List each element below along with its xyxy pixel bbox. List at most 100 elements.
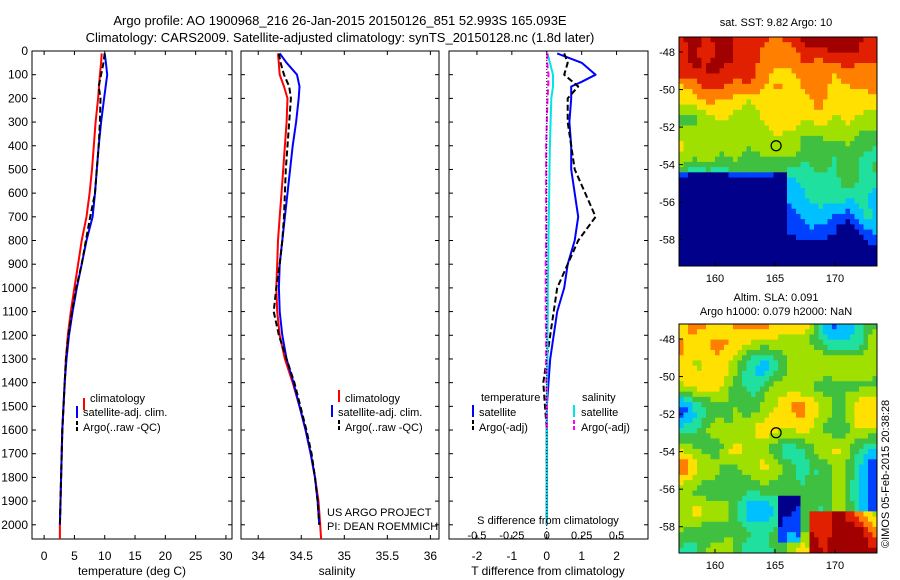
map-cell bbox=[728, 146, 734, 153]
map-cell bbox=[679, 141, 685, 147]
map-cell bbox=[782, 459, 788, 466]
map-cell bbox=[800, 182, 806, 189]
map-cell bbox=[764, 146, 770, 153]
map-cell bbox=[701, 37, 707, 43]
map-cell bbox=[719, 198, 725, 205]
map-cell bbox=[692, 355, 698, 362]
map-cell bbox=[832, 381, 838, 388]
map-cell bbox=[782, 448, 788, 455]
map-cell bbox=[733, 203, 739, 210]
map-cell bbox=[850, 250, 856, 257]
map-cell bbox=[787, 203, 793, 210]
map-cell bbox=[710, 161, 716, 168]
map-cell bbox=[769, 402, 775, 408]
map-cell bbox=[778, 396, 784, 403]
map-cell bbox=[868, 73, 874, 80]
map-cell bbox=[751, 516, 757, 523]
map-cell bbox=[841, 104, 847, 111]
map-cell bbox=[692, 245, 698, 251]
map-cell bbox=[854, 172, 860, 179]
map-cell bbox=[769, 360, 775, 367]
map-cell bbox=[809, 433, 815, 440]
map-cell bbox=[683, 250, 689, 257]
map-cell bbox=[823, 329, 829, 335]
map-cell bbox=[764, 47, 770, 54]
figure-title-line-2: Climatology: CARS2009. Satellite-adjuste… bbox=[85, 30, 595, 45]
map-cell bbox=[746, 146, 752, 153]
map-cell bbox=[868, 187, 874, 194]
map-cell bbox=[823, 130, 829, 137]
map-cell bbox=[769, 73, 775, 80]
map-cell bbox=[764, 135, 770, 142]
temperature-axis-ticks: 0 5 10 15 20 25 300100200300400500600700800900… bbox=[1, 44, 233, 563]
map-cell bbox=[724, 365, 730, 372]
map-cell bbox=[719, 339, 725, 346]
map-y-tick-label: -56 bbox=[659, 484, 675, 496]
map-cell bbox=[832, 511, 838, 518]
map-cell bbox=[697, 495, 703, 502]
map-cell bbox=[773, 250, 779, 257]
map-cell bbox=[706, 464, 712, 471]
map-cell bbox=[701, 511, 707, 518]
map-cell bbox=[760, 344, 766, 351]
map-cell bbox=[868, 360, 874, 367]
map-cell bbox=[841, 37, 847, 43]
map-cell bbox=[796, 438, 802, 445]
map-cell bbox=[737, 130, 743, 137]
map-cell bbox=[796, 469, 802, 476]
map-cell bbox=[809, 360, 815, 367]
map-cell bbox=[773, 94, 779, 101]
temperature-plot-frame bbox=[31, 50, 233, 540]
map-cell bbox=[692, 89, 698, 95]
map-cell bbox=[778, 104, 784, 111]
map-cell bbox=[859, 495, 865, 502]
x-tick-label: 10 bbox=[98, 549, 112, 563]
map-cell bbox=[751, 474, 757, 481]
map-cell bbox=[755, 198, 761, 205]
map-cell bbox=[778, 532, 784, 538]
map-cell bbox=[728, 532, 734, 538]
map-cell bbox=[832, 469, 838, 476]
map-cell bbox=[850, 115, 856, 121]
map-cell bbox=[818, 417, 824, 424]
map-cell bbox=[679, 213, 685, 220]
map-cell bbox=[818, 537, 824, 544]
map-cell bbox=[755, 151, 761, 158]
map-cell bbox=[724, 547, 730, 553]
map-cell bbox=[809, 115, 815, 121]
map-cell bbox=[827, 454, 833, 460]
map-cell bbox=[845, 250, 851, 257]
map-cell bbox=[859, 193, 865, 199]
map-cell bbox=[710, 213, 716, 220]
map-cell bbox=[760, 412, 766, 419]
map-cell bbox=[791, 391, 797, 398]
map-cell bbox=[818, 167, 824, 173]
map-cell bbox=[868, 381, 874, 388]
map-cell bbox=[832, 542, 838, 549]
map-cell bbox=[832, 68, 838, 75]
map-cell bbox=[805, 370, 811, 377]
map-cell bbox=[778, 78, 784, 85]
map-cell bbox=[805, 141, 811, 147]
map-cell bbox=[706, 73, 712, 80]
map-cell bbox=[719, 365, 725, 372]
map-cell bbox=[692, 339, 698, 346]
map-cell bbox=[859, 120, 865, 127]
map-cell bbox=[782, 89, 788, 95]
map-cell bbox=[724, 480, 730, 486]
map-cell bbox=[742, 521, 748, 528]
map-cell bbox=[796, 94, 802, 101]
map-cell bbox=[832, 37, 838, 43]
map-cell bbox=[755, 344, 761, 351]
map-cell bbox=[841, 42, 847, 48]
map-cell bbox=[688, 187, 694, 194]
map-cell bbox=[773, 526, 779, 533]
map-cell bbox=[823, 224, 829, 231]
map-cell bbox=[679, 500, 685, 507]
map-cell bbox=[863, 422, 869, 429]
map-cell bbox=[809, 234, 815, 241]
difference-panel: -2 -1 0 1 2 T difference from climatology S … bbox=[448, 50, 649, 578]
map-cell bbox=[823, 511, 829, 518]
argo-location-marker bbox=[770, 140, 782, 152]
map-cell bbox=[782, 146, 788, 153]
